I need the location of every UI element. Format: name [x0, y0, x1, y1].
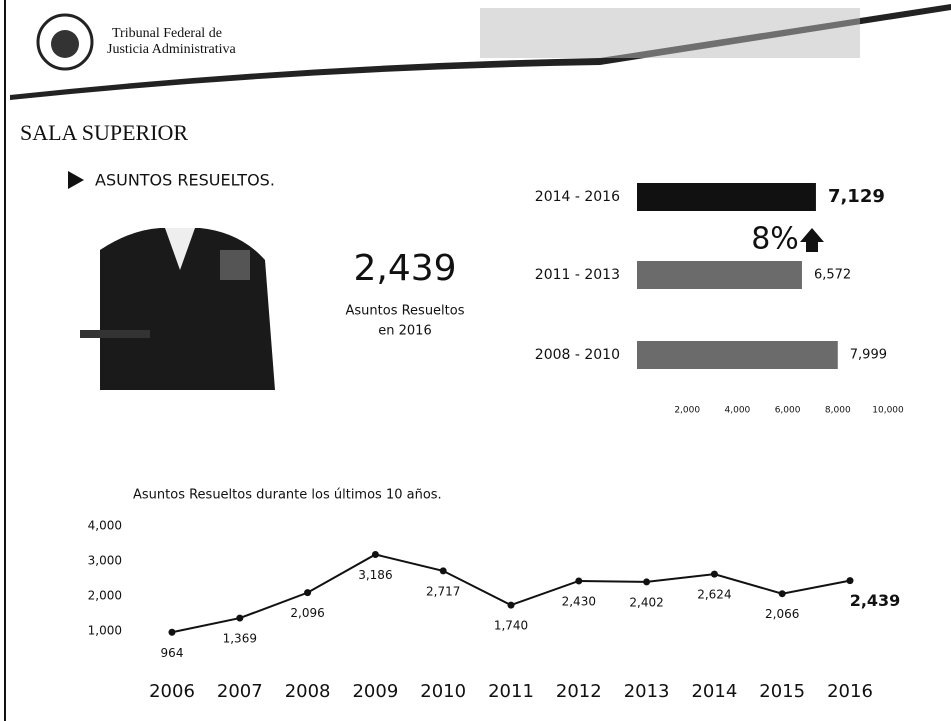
annotation: 8% — [751, 222, 799, 257]
value-label: 964 — [161, 646, 184, 660]
value-label: 2,439 — [850, 591, 901, 610]
point — [575, 577, 583, 585]
y-tick-label: 4,000 — [88, 519, 122, 533]
x-tick-label: 2011 — [488, 681, 534, 702]
x-tick-label: 2016 — [827, 681, 873, 702]
chart-title: Asuntos Resueltos durante los últimos 10… — [133, 488, 442, 503]
section-title: SALA SUPERIOR — [20, 120, 188, 145]
value-label: 7,129 — [828, 186, 885, 207]
point — [371, 550, 379, 558]
point — [168, 628, 176, 636]
value-label: 2,717 — [426, 584, 460, 598]
x-tick-label: 6,000 — [775, 406, 801, 416]
point — [778, 590, 786, 598]
x-tick-label: 2010 — [420, 681, 466, 702]
bar — [637, 183, 816, 211]
bullet-arrow — [68, 171, 84, 189]
category-label: 2011 - 2013 — [535, 267, 620, 283]
bar — [637, 341, 838, 369]
category-label: 2014 - 2016 — [535, 189, 620, 205]
point — [507, 601, 515, 609]
line-chart: Asuntos Resueltos durante los últimos 10… — [88, 488, 901, 703]
illustration-money — [220, 250, 250, 280]
value-label: 3,186 — [358, 568, 392, 582]
bar — [637, 261, 802, 289]
highlight-caption: en 2016 — [378, 324, 431, 339]
illustration-shirt — [165, 228, 195, 270]
illustration-hand — [80, 330, 150, 338]
header-texture — [480, 8, 860, 58]
emblem-center — [51, 30, 79, 58]
highlight-caption: Asuntos Resueltos — [346, 304, 465, 319]
header-title: Tribunal Federal de — [112, 26, 222, 41]
x-tick-label: 2012 — [556, 681, 602, 702]
point — [236, 614, 244, 622]
value-label: 2,402 — [629, 595, 663, 609]
value-label: 2,066 — [765, 607, 799, 621]
x-tick-label: 2008 — [285, 681, 331, 702]
value-label: 7,999 — [850, 348, 887, 363]
category-label: 2008 - 2010 — [535, 347, 620, 363]
y-tick-label: 3,000 — [88, 554, 122, 568]
value-label: 1,369 — [223, 632, 257, 646]
point — [710, 570, 718, 578]
value-label: 2,096 — [290, 606, 324, 620]
bar-chart: 2014 - 2016 7,129 2011 - 2013 6,572 2008 - 2… — [535, 183, 904, 416]
value-label: 6,572 — [814, 268, 851, 283]
x-tick-label: 2006 — [149, 681, 195, 702]
x-tick-label: 2013 — [624, 681, 670, 702]
x-tick-label: 2,000 — [674, 406, 700, 416]
point — [439, 567, 447, 575]
x-tick-label: 10,000 — [872, 406, 904, 416]
y-tick-label: 2,000 — [88, 589, 122, 603]
header-swoosh — [10, 4, 951, 100]
x-tick-label: 2014 — [691, 681, 737, 702]
y-tick-label: 1,000 — [88, 624, 122, 638]
section-subtitle: ASUNTOS RESUELTOS. — [95, 171, 275, 190]
point — [304, 589, 312, 597]
value-label: 1,740 — [494, 619, 528, 633]
value-label: 2,624 — [697, 588, 731, 602]
x-tick-label: 2015 — [759, 681, 805, 702]
x-tick-label: 2009 — [352, 681, 398, 702]
point — [643, 578, 651, 586]
value-label: 2,430 — [562, 594, 596, 608]
annotation-arrow — [800, 228, 824, 252]
x-tick-label: 2007 — [217, 681, 263, 702]
highlight-value: 2,439 — [353, 248, 456, 289]
header-title: Justicia Administrativa — [107, 42, 236, 57]
x-tick-label: 8,000 — [825, 406, 851, 416]
point — [846, 577, 854, 585]
x-tick-label: 4,000 — [725, 406, 751, 416]
